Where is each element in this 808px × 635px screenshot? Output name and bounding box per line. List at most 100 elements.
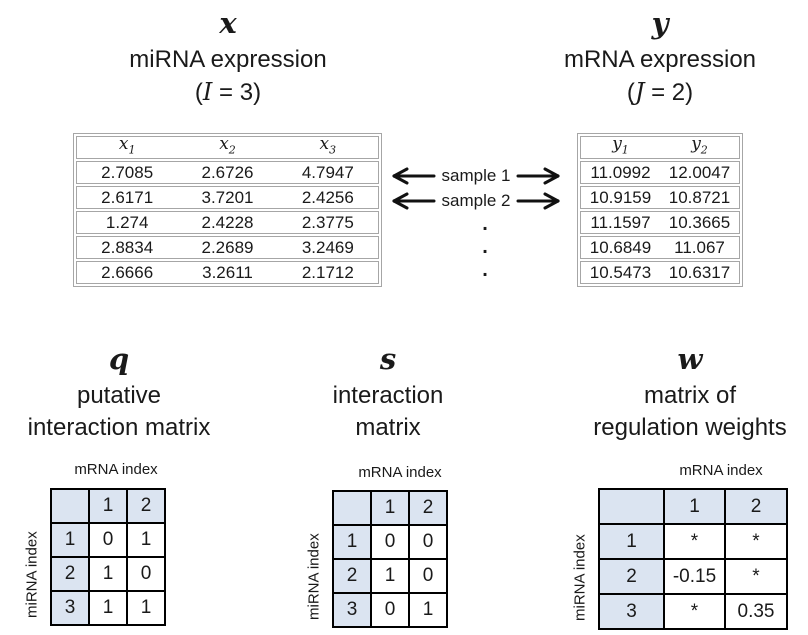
- table-cell: 2.6666: [101, 263, 154, 282]
- q-col-axis-label: mRNA index: [74, 461, 158, 478]
- var-sub: 1: [128, 143, 136, 157]
- mirna-col-header-x3: x3: [278, 134, 378, 160]
- matrix-cell: *: [665, 595, 724, 628]
- mirna-table-header-row: x 1 x2 x3: [76, 134, 379, 160]
- sample-1-label: sample 1: [441, 165, 511, 185]
- mirna-dims-open: (: [194, 79, 203, 106]
- mirna-table-row: 2.6666 3.2611 2.1712: [76, 261, 379, 284]
- sample-2-connector: sample 2: [390, 188, 562, 213]
- mirna-dims-rest: = 3): [212, 79, 262, 106]
- mrna-col-header-y1: y1: [581, 134, 660, 160]
- s-title-line2: matrix: [355, 414, 421, 441]
- w-row-axis-label: miRNA index: [571, 534, 589, 621]
- matrix-corner-cell: [600, 490, 663, 523]
- matrix-corner-cell: [52, 490, 88, 522]
- matrix-row-header: 3: [334, 594, 370, 626]
- table-cell: 2.7085: [101, 163, 154, 182]
- matrix-cell: 1: [90, 558, 126, 590]
- matrix-col-header: 2: [410, 492, 446, 524]
- mrna-table-row: 11.0992 12.0047: [580, 161, 740, 184]
- matrix-cell: *: [726, 560, 786, 593]
- var-sub: 1: [621, 143, 629, 157]
- matrix-cell: 0: [90, 524, 126, 556]
- w-panel-title: w matrix of regulation weights: [568, 338, 808, 444]
- var-base: x: [319, 134, 330, 155]
- table-cell: 12.0047: [668, 163, 731, 182]
- table-cell: 3.2611: [202, 263, 253, 282]
- table-cell: 11.0992: [590, 163, 651, 182]
- table-cell: 10.6849: [589, 238, 652, 257]
- mirna-dims: (I = 3): [58, 76, 398, 109]
- table-cell: 2.4228: [201, 213, 254, 232]
- matrix-corner-cell: [334, 492, 370, 524]
- matrix-col-header: 2: [726, 490, 786, 523]
- table-cell: 10.3665: [668, 213, 731, 232]
- mrna-dims-open: (: [626, 79, 635, 106]
- table-cell: 2.4256: [301, 188, 354, 207]
- matrix-cell: *: [665, 525, 724, 558]
- q-row-axis-label: miRNA index: [23, 531, 41, 619]
- mrna-dims-var: J: [634, 78, 645, 106]
- mirna-title: miRNA expression: [129, 46, 327, 73]
- mirna-symbol: x: [219, 6, 237, 40]
- matrix-cell: 1: [128, 524, 164, 556]
- table-cell: 2.6171: [101, 188, 154, 207]
- matrix-col-header: 2: [128, 490, 164, 522]
- matrix-col-header: 1: [90, 490, 126, 522]
- mirna-table-row: 2.7085 2.6726 4.7947: [76, 161, 379, 184]
- table-cell: 10.5473: [589, 263, 652, 282]
- right-arrow-icon: [516, 192, 560, 209]
- var-sub: 2: [700, 143, 708, 157]
- var-base: y: [612, 134, 622, 155]
- s-row-axis-label: miRNA index: [305, 533, 323, 621]
- mrna-dims: (J = 2): [555, 76, 765, 109]
- q-symbol: q: [108, 342, 130, 376]
- matrix-cell: *: [726, 525, 786, 558]
- sample-2-label: sample 2: [441, 190, 511, 210]
- w-title-line2: regulation weights: [593, 414, 787, 441]
- matrix-row-header: 2: [600, 560, 663, 593]
- matrix-col-header: 1: [665, 490, 724, 523]
- mrna-table-row: 10.6849 11.067: [580, 236, 740, 259]
- sample-1-connector: sample 1: [390, 163, 562, 188]
- s-col-axis-label: mRNA index: [358, 464, 442, 481]
- mirna-table-row: 1.274 2.4228 2.3775: [76, 211, 379, 234]
- mrna-symbol: y: [651, 6, 669, 40]
- table-cell: 2.6726: [201, 163, 254, 182]
- matrix-col-header: 1: [372, 492, 408, 524]
- matrix-cell: 0: [410, 526, 446, 558]
- matrix-cell: 0.35: [726, 595, 786, 628]
- var-sub: 3: [329, 143, 337, 157]
- matrix-cell: -0.15: [665, 560, 724, 593]
- table-cell: 11.067: [674, 238, 725, 257]
- ellipsis-dots: . . .: [477, 213, 493, 282]
- table-cell: 2.3775: [301, 213, 354, 232]
- var-sub: 2: [228, 143, 236, 157]
- matrix-cell: 0: [372, 594, 408, 626]
- matrix-row-header: 1: [334, 526, 370, 558]
- matrix-cell: 1: [128, 592, 164, 624]
- s-panel-title: s interaction matrix: [286, 338, 490, 444]
- matrix-cell: 0: [410, 560, 446, 592]
- s-matrix: 1 2 1 0 0 2 1 0 3 0 1: [332, 490, 448, 628]
- mirna-panel-title: x miRNA expression (I = 3): [58, 2, 398, 109]
- mrna-table-header-row: y1 y2: [580, 134, 740, 160]
- matrix-cell: 0: [128, 558, 164, 590]
- q-panel-title: q putative interaction matrix: [0, 338, 238, 444]
- table-cell: 3.2469: [301, 238, 354, 257]
- dot: .: [482, 213, 488, 235]
- mirna-expression-table: x 1 x2 x3 2.7085 2.6726 4.7947 2.6171 3.7…: [73, 133, 382, 287]
- q-title-line2: interaction matrix: [27, 414, 211, 441]
- mrna-expression-table: y1 y2 11.0992 12.0047 10.9159 10.8721 11…: [577, 133, 743, 287]
- table-cell: 2.2689: [201, 238, 254, 257]
- dot: .: [482, 236, 488, 258]
- matrix-cell: 1: [90, 592, 126, 624]
- var-base: y: [691, 134, 701, 155]
- matrix-cell: 0: [372, 526, 408, 558]
- mirna-table-row: 2.6171 3.7201 2.4256: [76, 186, 379, 209]
- mirna-dims-var: I: [202, 78, 213, 106]
- mrna-table-row: 11.1597 10.3665: [580, 211, 740, 234]
- mirna-col-header-x2: x2: [177, 134, 277, 160]
- w-title-line1: matrix of: [643, 382, 736, 409]
